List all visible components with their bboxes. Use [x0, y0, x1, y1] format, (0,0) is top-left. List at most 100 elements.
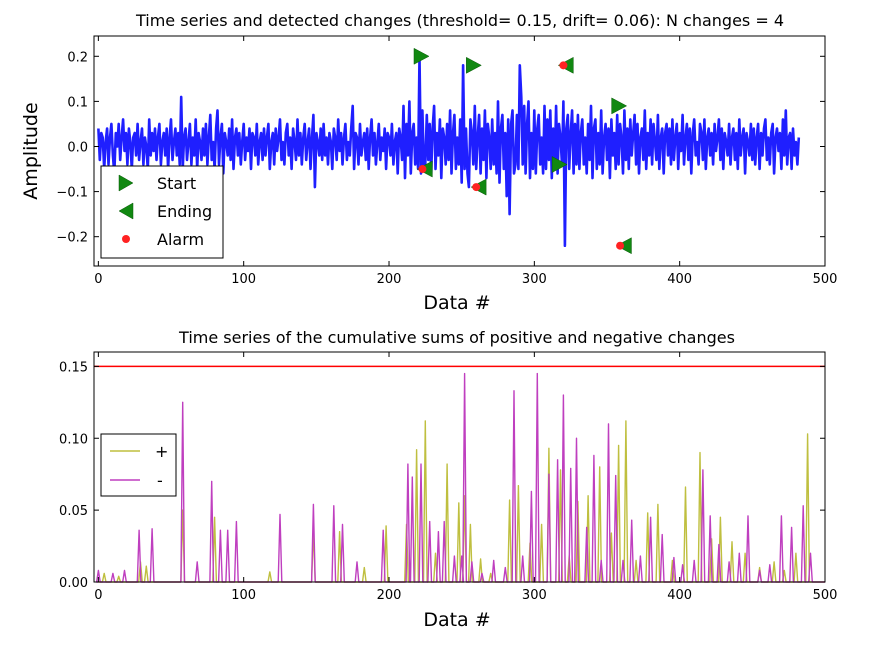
bottom-x-tick-label: 200 [377, 588, 402, 603]
legend-ending-label: Ending [157, 202, 212, 221]
plus-series-point [795, 552, 797, 554]
plus-series-point [480, 558, 482, 560]
plus-series-point [517, 485, 519, 487]
plus-series-point [773, 561, 775, 563]
top-x-tick-label: 500 [813, 272, 838, 287]
top-x-tick-label: 100 [231, 272, 256, 287]
start-marker [551, 156, 568, 173]
bottom-x-axis-label: Data # [423, 609, 490, 631]
minus-series-point [575, 437, 577, 439]
bottom-chart-title: Time series of the cumulative sums of po… [178, 328, 735, 347]
top-x-tick-label: 400 [667, 272, 692, 287]
bottom-y-tick-label: 0.05 [59, 504, 88, 519]
top-y-tick-label: −0.2 [56, 231, 88, 246]
top-chart-title: Time series and detected changes (thresh… [135, 11, 784, 30]
minus-series-point [493, 559, 495, 561]
top-y-tick-label: 0.1 [67, 95, 88, 110]
minus-series-point [513, 390, 515, 392]
plus-series-point [435, 552, 437, 554]
minus-series-point [718, 544, 720, 546]
minus-series-point [112, 572, 114, 574]
top-y-tick-label: 0.0 [67, 140, 88, 155]
legend-start-label: Start [157, 174, 196, 193]
minus-series-point [548, 473, 550, 475]
minus-series-point [600, 559, 602, 561]
bottom-y-tick-label: 0.10 [59, 432, 88, 447]
minus-series-point [607, 423, 609, 425]
plus-series-point [599, 466, 601, 468]
minus-series-point [429, 521, 431, 523]
bottom-y-tick-label: 0.00 [59, 576, 88, 591]
minus-series-point [407, 463, 409, 465]
minus-series-point [682, 564, 684, 566]
plus-series-point [541, 524, 543, 525]
alarm-marker [559, 61, 568, 70]
plus-series-point [385, 525, 387, 527]
plus-series-point [490, 572, 492, 574]
plus-series-point [635, 559, 637, 561]
minus-series-point [650, 516, 652, 518]
bottom-legend-box [100, 433, 177, 497]
minus-series-point [461, 555, 463, 557]
plus-series-point [103, 572, 105, 574]
minus-series-point [738, 552, 740, 554]
minus-series-point [661, 534, 663, 536]
plus-series-point [214, 516, 216, 518]
bottom-y-tick-label: 0.15 [59, 360, 88, 375]
plus-series-point [269, 571, 271, 573]
top-y-tick-label: −0.1 [56, 186, 88, 201]
minus-series-point [586, 526, 588, 528]
minus-series-point [631, 519, 633, 521]
minus-series-point [437, 531, 439, 533]
start-marker [611, 97, 628, 115]
minus-series-point [382, 529, 384, 531]
top-x-tick-label: 300 [522, 272, 547, 287]
minus-series-point [522, 555, 524, 557]
start-marker [413, 47, 430, 65]
minus-series-point [453, 555, 455, 557]
plus-series-point [458, 502, 460, 504]
minus-series-point [791, 526, 793, 528]
minus-series-point [570, 467, 572, 469]
plus-series-point [469, 524, 471, 525]
minus-series-point [420, 463, 422, 465]
minus-series-point [615, 475, 617, 477]
alarm-marker [616, 241, 625, 250]
legend-start-marker [118, 174, 134, 192]
alarm-marker [472, 183, 481, 192]
top-plot-frame [93, 35, 826, 267]
minus-series-point [196, 561, 198, 563]
minus-series-point [279, 513, 281, 515]
minus-series-point [138, 529, 140, 531]
top-x-ticks: 0 100 200 300 400 500 [94, 36, 837, 287]
bottom-legend: + - [100, 433, 177, 497]
plus-series-point [464, 495, 466, 497]
bottom-x-tick-label: 100 [231, 588, 256, 603]
minus-series-point [411, 476, 413, 478]
minus-series-point [593, 455, 595, 456]
minus-series-point [124, 570, 126, 571]
bottom-x-tick-label: 0 [94, 588, 102, 603]
bottom-x-tick-label: 500 [813, 588, 838, 603]
legend-minus-label: - [157, 471, 163, 490]
minus-series-point [151, 528, 153, 530]
top-y-tick-label: 0.2 [67, 50, 88, 65]
bottom-subplot: Time series of the cumulative sums of po… [59, 328, 837, 631]
top-y-ticks: 0.2 0.1 0.0 −0.1 −0.2 [56, 50, 825, 246]
plus-series-point [587, 495, 589, 497]
top-legend: Start Ending Alarm [100, 165, 224, 259]
plus-series-point [647, 512, 649, 514]
minus-series-point [182, 401, 184, 403]
minus-series-point [747, 515, 749, 517]
minus-series-point [802, 505, 804, 507]
plus-series-point [118, 575, 120, 577]
minus-series-point [639, 555, 641, 557]
plus-series-point [618, 444, 620, 446]
plus-series-point [416, 449, 418, 451]
minus-series-point [504, 567, 506, 569]
plus-series-point [731, 541, 733, 543]
minus-series-point [211, 480, 213, 482]
plus-series-point [363, 567, 365, 569]
